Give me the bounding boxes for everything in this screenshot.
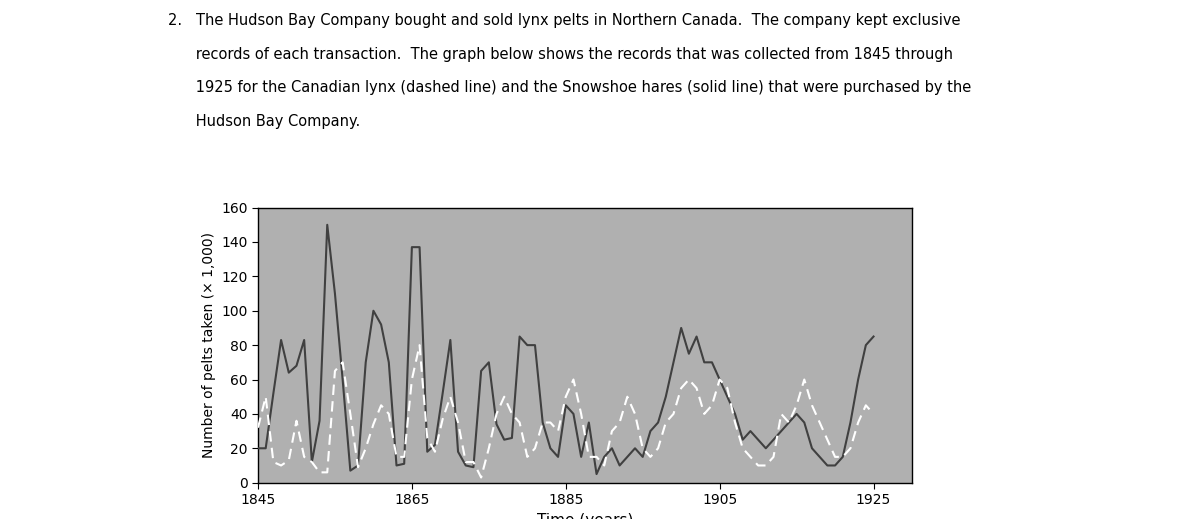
Text: 2.   The Hudson Bay Company bought and sold lynx pelts in Northern Canada.  The : 2. The Hudson Bay Company bought and sol… bbox=[168, 13, 960, 28]
Text: Hudson Bay Company.: Hudson Bay Company. bbox=[168, 114, 360, 129]
Y-axis label: Number of pelts taken (× 1,000): Number of pelts taken (× 1,000) bbox=[202, 232, 216, 458]
Text: records of each transaction.  The graph below shows the records that was collect: records of each transaction. The graph b… bbox=[168, 47, 953, 62]
X-axis label: Time (years): Time (years) bbox=[536, 513, 634, 519]
Text: 1925 for the Canadian lynx (dashed line) and the Snowshoe hares (solid line) tha: 1925 for the Canadian lynx (dashed line)… bbox=[168, 80, 971, 95]
